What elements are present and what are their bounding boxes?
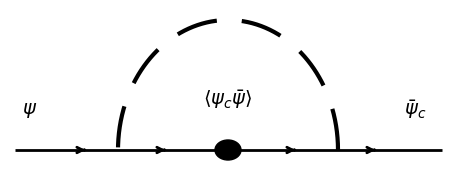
Text: $\psi$: $\psi$ — [22, 100, 37, 120]
Ellipse shape — [215, 140, 241, 160]
Text: $\bar{\psi}_c$: $\bar{\psi}_c$ — [404, 99, 426, 121]
Text: $\langle \psi_c \bar{\psi} \rangle$: $\langle \psi_c \bar{\psi} \rangle$ — [203, 89, 253, 112]
